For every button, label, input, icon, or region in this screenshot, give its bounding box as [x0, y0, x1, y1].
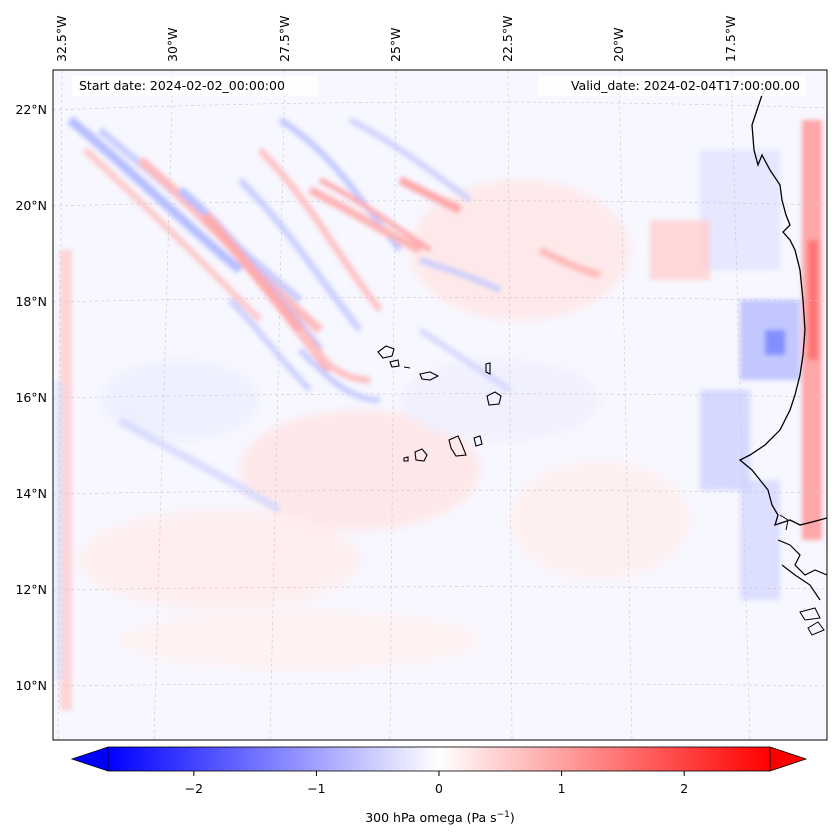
longitude-label: 25°W — [388, 27, 403, 62]
longitude-label: 32.5°W — [54, 16, 69, 62]
latitude-label: 20°N — [15, 198, 47, 213]
coastline-africa — [738, 81, 827, 527]
colorbar-tick-label: 0 — [435, 781, 443, 796]
colorbar-label: 300 hPa omega (Pa s−1) — [365, 810, 515, 825]
latitude-label: 12°N — [15, 582, 47, 597]
map-frame — [52, 69, 828, 741]
colorbar-gradient — [108, 747, 770, 771]
start-date-label: Start date: 2024-02-02_00:00:00 — [79, 78, 285, 93]
latitude-label: 16°N — [15, 390, 47, 405]
longitude-label: 17.5°W — [723, 16, 738, 62]
longitude-label: 27.5°W — [277, 16, 292, 62]
longitude-labels: 32.5°W 30°W 27.5°W 25°W 22.5°W 20°W 17.5°W — [54, 16, 738, 62]
latitude-label: 18°N — [15, 294, 47, 309]
colorbar-max-extend — [769, 746, 808, 772]
colorbar-min-extend — [70, 746, 109, 772]
longitude-label: 20°W — [611, 27, 626, 62]
latitude-label: 14°N — [15, 486, 47, 501]
colorbar: −2 −1 0 1 2 300 hPa omega (Pa s−1) — [70, 746, 808, 825]
cape-verde-islands — [377, 345, 502, 462]
omega-field — [53, 70, 827, 740]
colorbar-tick-label: −1 — [307, 781, 325, 796]
valid-date-label: Valid_date: 2024-02-04T17:00:00.00 — [571, 78, 800, 93]
longitude-label: 30°W — [165, 27, 180, 62]
colorbar-tick-label: 2 — [680, 781, 688, 796]
colorbar-tick-label: 1 — [558, 781, 566, 796]
latitude-label: 10°N — [15, 678, 47, 693]
latitude-labels: 22°N 20°N 18°N 16°N 14°N 12°N 10°N — [15, 102, 47, 693]
colorbar-ticks: −2 −1 0 1 2 — [185, 771, 688, 796]
colorbar-tick-label: −2 — [185, 781, 203, 796]
latitude-label: 22°N — [15, 102, 47, 117]
longitude-label: 22.5°W — [500, 16, 515, 62]
gridlines — [53, 70, 827, 740]
